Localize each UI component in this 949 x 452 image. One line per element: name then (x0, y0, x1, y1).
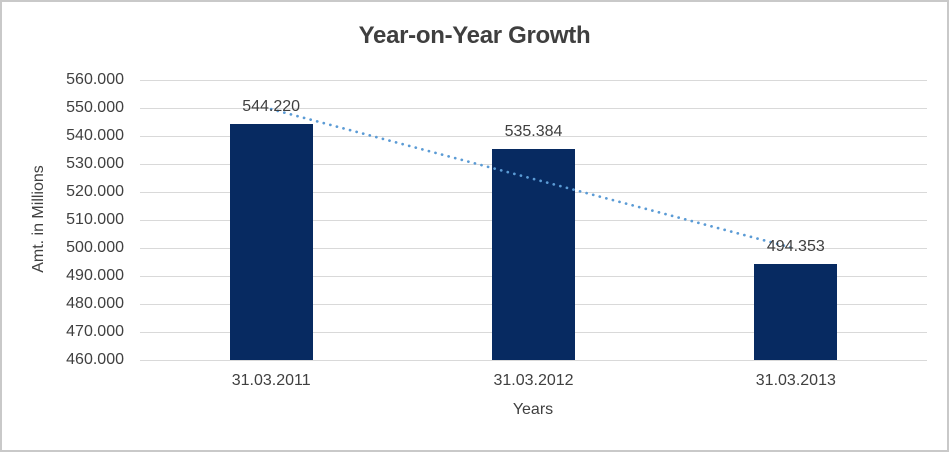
bar (492, 148, 575, 360)
y-axis-tick-label: 490.000 (66, 267, 124, 284)
x-axis-tick-label: 31.03.2012 (493, 372, 574, 389)
gridline (140, 79, 927, 81)
y-axis-tick-label: 540.000 (66, 127, 124, 144)
data-label: 544.220 (242, 98, 301, 116)
gridline (140, 359, 927, 361)
y-axis-tick-label: 550.000 (66, 99, 124, 116)
x-axis-title: Years (512, 401, 554, 418)
y-axis-tick-label: 520.000 (66, 183, 124, 200)
data-label: 494.353 (766, 237, 825, 255)
y-axis-tick-label: 480.000 (66, 295, 124, 312)
x-axis-tick-label: 31.03.2013 (755, 372, 836, 389)
bar (229, 124, 313, 360)
y-axis-tick-label: 500.000 (66, 239, 124, 256)
x-axis-tick-label: 31.03.2011 (231, 372, 311, 389)
y-axis-tick-label: 470.000 (66, 323, 124, 340)
y-axis-tick-label: 510.000 (66, 211, 124, 228)
data-label: 535.384 (504, 122, 563, 140)
y-axis-tick-label: 560.000 (66, 71, 124, 88)
y-axis-tick-label: 530.000 (66, 155, 124, 172)
chart-title: Year-on-Year Growth (358, 22, 591, 49)
y-axis-tick-label: 460.000 (66, 351, 124, 368)
bar (754, 263, 838, 360)
